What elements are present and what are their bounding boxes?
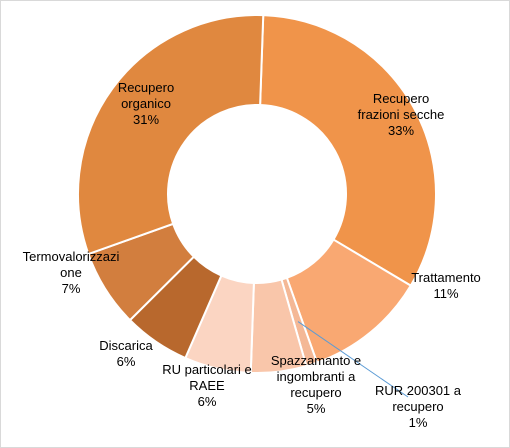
data-label-ru-particolari-e-raee: RU particolari e RAEE 6% [162,362,252,409]
labels-group: Recupero frazioni secche 33% Trattamento 11%… [23,80,481,430]
slice-recupero-organico [77,14,265,256]
slices-group [77,14,437,374]
data-label-recupero-frazioni-secche: Recupero frazioni secche 33% [358,91,445,138]
data-label-spazzamanto-e-ingombranti-a-recupero: Spazzamanto e ingombranti a recupero 5% [271,353,361,416]
leader-line-rur-200301-a-recupero [297,321,409,398]
slice-recupero-frazioni-secche [259,14,437,288]
data-label-discarica: Discarica 6% [99,338,153,369]
data-label-trattamento: Trattamento 11% [411,270,481,301]
data-label-recupero-organico: Recupero organico 31% [118,80,174,127]
data-label-rur-200301-a-recupero: RUR 200301 a recupero 1% [375,383,462,430]
data-label-termovalorizzazione: Termovalorizzazi one 7% [23,249,120,296]
